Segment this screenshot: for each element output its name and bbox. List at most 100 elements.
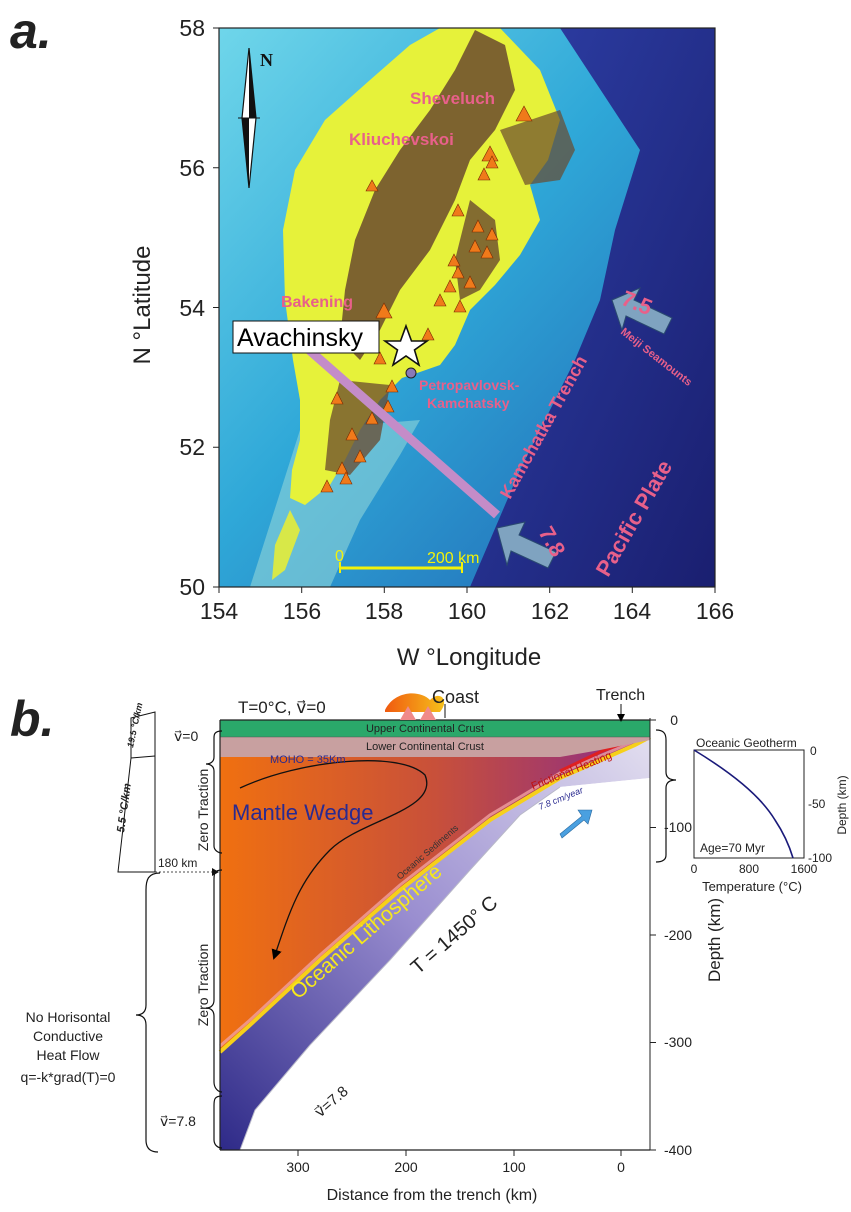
oceanic-sediments-layer <box>218 735 651 1054</box>
depth-tick-label: -300 <box>664 1034 692 1050</box>
volcano-marker <box>320 479 334 493</box>
map-axes: 58 56 54 52 50 154 156 158 160 162 164 1… <box>129 15 734 671</box>
inset-x-tick-label: 1600 <box>791 862 818 876</box>
inset-title: Oceanic Geotherm <box>696 736 797 750</box>
volcano-marker <box>485 155 499 169</box>
label-bakening: Bakening <box>281 294 353 311</box>
brace-heat-flow <box>135 872 161 1153</box>
volcano-plume <box>385 693 445 712</box>
mantle-flow-arrow <box>239 760 428 960</box>
scale-end: 200 km <box>427 550 479 567</box>
volcano-cone <box>400 706 416 720</box>
moho-label: MOHO = 35Km <box>270 754 346 766</box>
volcano-marker <box>339 471 353 485</box>
label-city-line2: Kamchatsky <box>427 395 510 411</box>
depth-180-arrow <box>212 868 219 876</box>
brace-lower <box>205 869 223 1093</box>
brace-bottom <box>213 1095 223 1149</box>
zero-traction-lower: Zero Traction <box>195 944 211 1026</box>
lower-crust-layer <box>220 737 650 757</box>
brace-right <box>655 729 677 863</box>
volcano-cone <box>420 706 436 720</box>
trench-label: Trench <box>596 687 645 704</box>
volcano-marker <box>443 279 457 293</box>
oceanic-geotherm-inset: Oceanic Geotherm Age=70 Myr 0 800 1600 T… <box>691 736 849 894</box>
distance-tick-label: 100 <box>502 1159 526 1175</box>
avachinsky-label-box <box>232 320 380 354</box>
volcano-marker <box>365 411 379 425</box>
north-label: N <box>260 50 273 70</box>
volcano-marker <box>345 427 359 441</box>
distance-tick-label: 300 <box>286 1159 310 1175</box>
lon-tick-labels: 154 156 158 160 162 164 166 <box>200 598 734 624</box>
label-sheveluch: Sheveluch <box>410 89 495 108</box>
inset-age-label: Age=70 Myr <box>700 841 765 855</box>
distance-tick-labels: 300 200 100 0 <box>286 1159 625 1175</box>
volcanoes <box>320 105 533 493</box>
map: Avachinsky Sheveluch Kliuchevskoi Bakeni… <box>218 27 716 588</box>
convergence-arrow <box>559 809 593 839</box>
volcano-marker <box>480 245 494 259</box>
depth-180-label: 180 km <box>158 856 197 870</box>
continental-geotherm-profile <box>117 711 156 873</box>
volcano-marker <box>330 391 344 405</box>
top-boundary-condition: T=0°C, v⃗=0 <box>238 698 326 717</box>
inset-x-axis-title: Temperature (°C) <box>702 879 802 894</box>
panel-b-label: b. <box>10 691 54 747</box>
volcano-marker <box>463 275 477 289</box>
depth-tick-label: 0 <box>670 712 678 728</box>
heat-flow-condition: No Horisontal Conductive Heat Flow q=-k*… <box>21 1009 116 1085</box>
lat-tick-label: 56 <box>179 155 205 181</box>
plate-arrow-north <box>611 287 673 335</box>
distance-ticks <box>297 1150 622 1156</box>
left-boundary-annotations: v⃗=0 v⃗=7.8 Zero Traction Zero Traction … <box>21 702 223 1153</box>
map-islands <box>272 510 300 580</box>
depth-ticks <box>650 719 656 1151</box>
lon-tick-label: 164 <box>613 598 652 624</box>
volcano-marker <box>353 449 367 463</box>
model-section: T=0°C, v⃗=0 Coast Trench Upper Continent… <box>218 687 651 1151</box>
inset-x-tick-label: 800 <box>739 862 759 876</box>
top-velocity-label: v⃗=0 <box>174 728 198 744</box>
section-axes: 0 -100 -200 -300 -400 Depth (km) 300 200… <box>220 712 724 1204</box>
inset-y-tick-label: 0 <box>810 744 817 758</box>
lon-tick-label: 154 <box>200 598 239 624</box>
volcano-marker <box>381 399 395 413</box>
inset-x-tick-label: 0 <box>691 862 698 876</box>
lat-tick-label: 54 <box>179 295 205 321</box>
depth-tick-label: -400 <box>664 1142 692 1158</box>
volcano-bakening <box>375 302 393 319</box>
mantle-wedge-region <box>220 737 650 1052</box>
volcano-marker <box>421 327 435 341</box>
mantle-wedge-label: Mantle Wedge <box>232 800 373 825</box>
distance-tick-label: 0 <box>617 1159 625 1175</box>
distance-axis-title: Distance from the trench (km) <box>327 1187 538 1204</box>
north-arrow-fill <box>249 48 256 118</box>
heat-flow-line4: q=-k*grad(T)=0 <box>21 1069 116 1085</box>
lon-ticks <box>218 587 716 593</box>
left-velocity-label: v⃗=7.8 <box>160 1113 196 1129</box>
volcano-marker <box>365 179 379 192</box>
map-mountains-kamchatsky-cape <box>500 110 575 185</box>
geotherm-break <box>130 755 156 759</box>
volcano-marker <box>335 461 349 475</box>
lat-tick-label: 50 <box>179 574 205 600</box>
volcano-marker <box>385 379 399 393</box>
plate-arrow-south <box>496 521 557 569</box>
lon-tick-label: 160 <box>448 598 486 624</box>
lower-crust-label: Lower Continental Crust <box>366 741 484 753</box>
depth-axis-title: Depth (km) <box>705 898 724 982</box>
heat-flow-line3: Heat Flow <box>36 1047 100 1063</box>
volcano-marker <box>453 299 467 313</box>
lat-ticks <box>213 27 219 588</box>
lat-tick-labels: 58 56 54 52 50 <box>179 15 205 600</box>
lon-tick-label: 162 <box>531 598 569 624</box>
volcano-marker <box>451 265 465 279</box>
north-arrow: N <box>238 47 273 189</box>
avachinsky-label: Avachinsky <box>237 324 363 352</box>
inset-y-tick-label: -50 <box>808 797 826 811</box>
depth-tick-label: -100 <box>664 819 692 835</box>
inset-y-tick-labels: 0 -50 -100 <box>808 744 832 865</box>
volcano-marker <box>485 227 499 241</box>
